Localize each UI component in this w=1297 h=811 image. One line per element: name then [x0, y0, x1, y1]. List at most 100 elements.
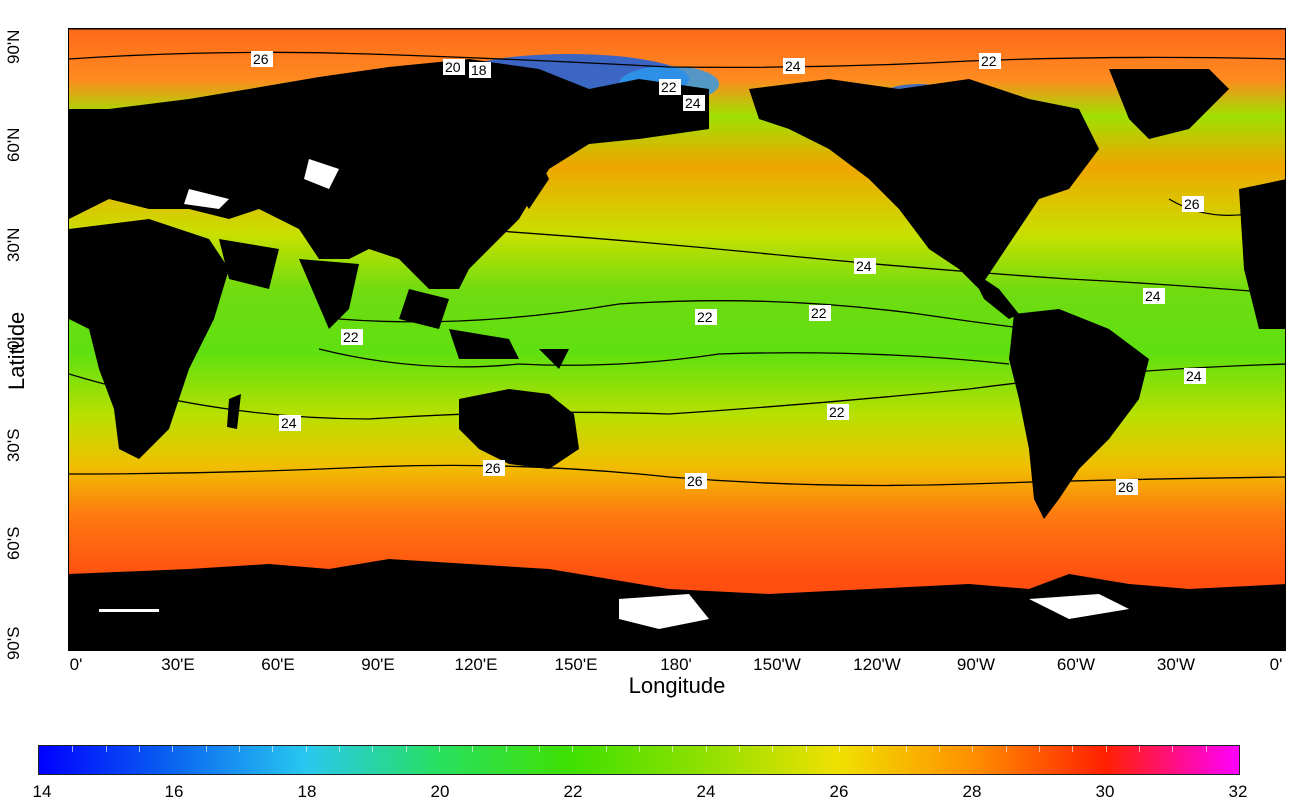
contour-label: 24	[1143, 288, 1165, 304]
colorbar-tick-label: 18	[297, 782, 317, 801]
ice-patches	[99, 159, 1129, 629]
svg-text:24: 24	[1145, 288, 1161, 304]
svg-text:22: 22	[343, 329, 359, 345]
lat-tick-label: 90'S	[4, 626, 23, 661]
sea-temperature-map: 26 20 18 22 24 24 22 26 24 22 22 22 24 2…	[69, 29, 1285, 650]
contour-label: 26	[251, 51, 273, 67]
colorbar-segment-tick	[539, 746, 540, 752]
svg-text:26: 26	[1118, 479, 1134, 495]
contour-label: 26	[483, 460, 505, 476]
colorbar-tick-label: 20	[430, 782, 450, 801]
colorbar-segment-tick	[1072, 746, 1074, 752]
lon-tick-label: 0'	[69, 655, 83, 674]
contour-label: 22	[341, 329, 363, 345]
colorbar-segment-tick	[739, 746, 740, 752]
colorbar-segment-tick	[272, 746, 274, 752]
colorbar-segment-tick	[205, 746, 207, 752]
colorbar-tick-label: 16	[164, 782, 184, 801]
lon-tick-label: 60'E	[261, 655, 295, 674]
colorbar-segment-tick	[1172, 746, 1174, 752]
svg-text:26: 26	[687, 473, 703, 489]
colorbar-segment-tick	[472, 746, 474, 752]
lat-tick-label: 30'N	[4, 227, 23, 262]
colorbar-segment-tick	[405, 746, 407, 752]
contour-label: 24	[1184, 368, 1206, 384]
map-frame: 26 20 18 22 24 24 22 26 24 22 22 22 24 2…	[68, 28, 1286, 651]
colorbar-tick-label: 32	[1228, 782, 1248, 801]
colorbar-segment-tick	[1039, 746, 1040, 752]
colorbar-segment-tick	[639, 746, 640, 752]
colorbar	[38, 745, 1240, 775]
lon-tick-label: 30'E	[161, 655, 195, 674]
x-axis-label: Longitude	[628, 673, 726, 698]
colorbar-tick-label: 30	[1095, 782, 1115, 801]
colorbar-segment-tick	[172, 746, 174, 752]
colorbar-segment-tick	[905, 746, 907, 752]
colorbar-segment-tick	[805, 746, 807, 752]
colorbar-segment-tick	[505, 746, 507, 752]
colorbar-tick-label: 26	[829, 782, 849, 801]
colorbar-segment-tick	[72, 746, 74, 752]
colorbar-segment-tick	[1139, 746, 1140, 752]
contour-label-layer: 26 20 18 22 24 24 22 26 24 22 22 22 24 2…	[251, 51, 1206, 495]
lon-tick-label: 150'W	[753, 655, 801, 674]
lon-tick-label: 120'E	[454, 655, 498, 674]
contour-label: 26	[1116, 479, 1138, 495]
colorbar-segment-tick	[305, 746, 307, 752]
colorbar-tick-label: 22	[563, 782, 583, 801]
colorbar-segment-tick	[939, 746, 940, 752]
lon-tick-label: 0'	[1269, 655, 1283, 674]
colorbar-tick-label: 14	[32, 782, 52, 801]
lat-tick-label: 60'S	[4, 526, 23, 561]
svg-text:24: 24	[785, 58, 801, 74]
svg-text:22: 22	[981, 53, 997, 69]
contour-label: 22	[827, 404, 849, 420]
svg-text:26: 26	[1184, 196, 1200, 212]
colorbar-segment-tick	[439, 746, 440, 752]
colorbar-segment-tick	[239, 746, 240, 752]
svg-text:24: 24	[1186, 368, 1202, 384]
svg-text:26: 26	[485, 460, 501, 476]
lon-tick-label: 90'E	[361, 655, 395, 674]
contour-label: 24	[854, 258, 876, 274]
colorbar-tick-label: 24	[696, 782, 716, 801]
colorbar-segment-tick	[139, 746, 140, 752]
y-axis-label: Latitude	[4, 311, 29, 390]
contour-label: 20	[443, 59, 465, 75]
colorbar-segment-tick	[872, 746, 874, 752]
contour-label: 24	[683, 95, 705, 111]
contour-label: 24	[279, 415, 301, 431]
svg-text:20: 20	[445, 59, 461, 75]
colorbar-segment-tick	[339, 746, 340, 752]
svg-text:24: 24	[856, 258, 872, 274]
contour-label: 18	[469, 62, 491, 78]
colorbar-segment-tick	[772, 746, 774, 752]
svg-text:22: 22	[697, 309, 713, 325]
colorbar-segment-tick	[1205, 746, 1207, 752]
lon-tick-label: 60'W	[1056, 655, 1096, 674]
colorbar-segment-tick	[839, 746, 840, 752]
colorbar-segment-tick	[705, 746, 707, 752]
colorbar-segment-tick	[972, 746, 974, 752]
svg-text:18: 18	[471, 62, 487, 78]
colorbar-segment-tick	[1005, 746, 1007, 752]
lat-tick-label: 30'S	[4, 428, 23, 463]
contour-label: 26	[685, 473, 707, 489]
colorbar-segment-tick	[1105, 746, 1107, 752]
lon-tick-label: 90'W	[956, 655, 996, 674]
svg-text:22: 22	[811, 305, 827, 321]
colorbar-segment-tick	[672, 746, 674, 752]
svg-text:22: 22	[661, 79, 677, 95]
lat-tick-label: 60'N	[4, 127, 23, 162]
contour-label: 24	[783, 58, 805, 74]
svg-text:24: 24	[685, 95, 701, 111]
lat-tick-label: 90'N	[4, 29, 23, 64]
contour-label: 22	[695, 309, 717, 325]
colorbar-segment-tick	[372, 746, 374, 752]
colorbar-segment-tick	[605, 746, 607, 752]
contour-label: 26	[1182, 196, 1204, 212]
svg-text:24: 24	[281, 415, 297, 431]
colorbar-segment-tick	[572, 746, 574, 752]
contour-label: 22	[979, 53, 1001, 69]
colorbar-tick-label: 28	[962, 782, 982, 801]
